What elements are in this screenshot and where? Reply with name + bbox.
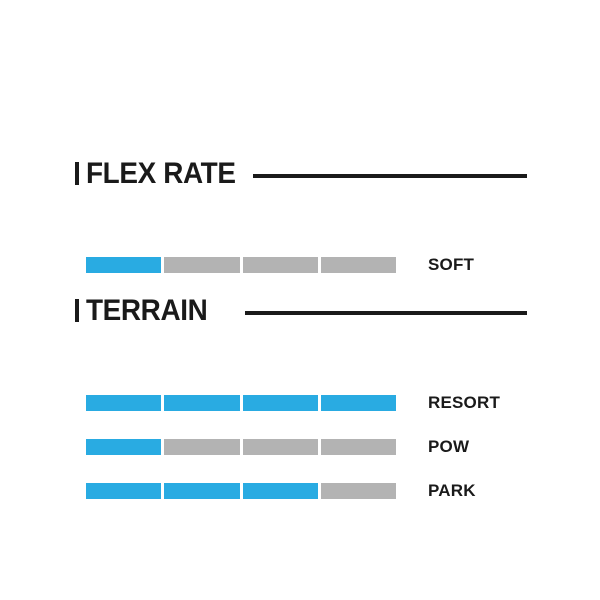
meter-segment bbox=[320, 257, 396, 273]
meter-segment bbox=[320, 395, 396, 411]
meter-label-park: PARK bbox=[428, 481, 476, 500]
meter-label-resort: RESORT bbox=[428, 393, 501, 412]
section-header-terrain: TERRAIN bbox=[0, 292, 600, 330]
meter-segment bbox=[320, 483, 396, 499]
meter-track-park bbox=[86, 483, 396, 499]
meter-segment bbox=[164, 257, 240, 273]
meter-track-resort bbox=[86, 395, 396, 411]
section-title-terrain: TERRAIN bbox=[86, 294, 208, 327]
section-terrain: TERRAIN RESORT POW bbox=[0, 292, 600, 500]
header-rule-flex-rate bbox=[253, 174, 527, 178]
section-flex-rate: FLEX RATE SOFT bbox=[0, 155, 600, 274]
meter-segment bbox=[86, 483, 162, 499]
header-tick-icon bbox=[75, 299, 79, 322]
meter-segment bbox=[86, 257, 162, 273]
meter-label-pow: POW bbox=[428, 437, 470, 456]
meter-segment bbox=[164, 483, 240, 499]
meter-segment bbox=[164, 439, 240, 455]
section-title-flex-rate: FLEX RATE bbox=[86, 157, 236, 190]
meter-segment bbox=[320, 439, 396, 455]
meter-segment bbox=[86, 439, 162, 455]
meter-segment bbox=[242, 395, 318, 411]
header-rule-terrain bbox=[245, 311, 527, 315]
meter-segment bbox=[242, 257, 318, 273]
meter-label-soft: SOFT bbox=[428, 255, 475, 274]
meter-track-pow bbox=[86, 439, 396, 455]
meter-segment bbox=[242, 483, 318, 499]
meter-track-soft bbox=[86, 257, 396, 273]
meter-segment bbox=[164, 395, 240, 411]
meter-segment bbox=[242, 439, 318, 455]
header-tick-icon bbox=[75, 162, 79, 185]
meter-segment bbox=[86, 395, 162, 411]
section-header-flex-rate: FLEX RATE bbox=[0, 155, 600, 193]
